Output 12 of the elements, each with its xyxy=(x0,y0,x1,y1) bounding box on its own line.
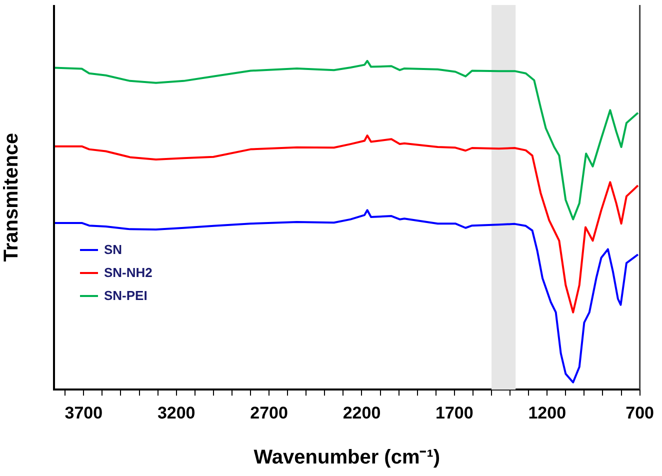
x-tick-label: 3200 xyxy=(157,403,196,422)
legend-label: SN xyxy=(104,242,122,257)
y-axis-title: Transmitence xyxy=(0,132,23,262)
legend-label: SN-NH2 xyxy=(104,265,152,280)
x-tick-label: 3700 xyxy=(64,403,103,422)
x-tick-label: 1700 xyxy=(436,403,474,422)
legend-label: SN-PEI xyxy=(104,288,148,303)
x-tick-label: 2700 xyxy=(250,403,288,422)
x-tick-label: 700 xyxy=(626,403,654,422)
x-tick-label: 2200 xyxy=(342,403,381,422)
x-axis-title: Wavenumber (cm⁻¹) xyxy=(254,446,440,469)
x-tick-label: 1200 xyxy=(528,403,566,422)
